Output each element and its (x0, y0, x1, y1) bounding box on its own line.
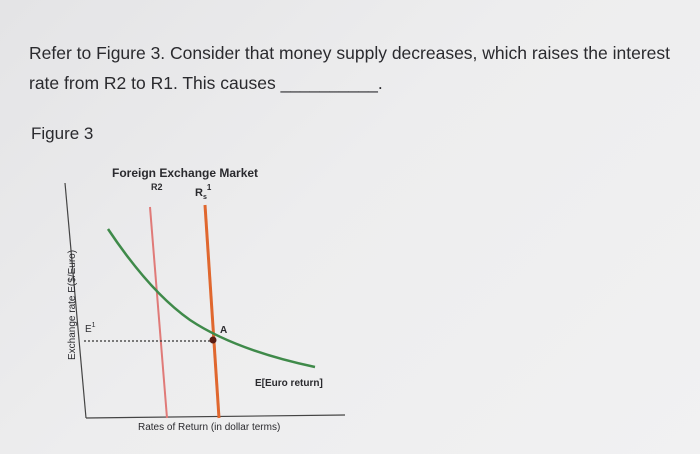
r2-line (149, 206, 168, 419)
curve-label: E[Euro return] (255, 378, 323, 389)
figure-label: Figure 3 (31, 124, 94, 143)
r1-label: Rs1 (195, 183, 212, 201)
r2-label: R2 (151, 182, 163, 192)
diagram-title: Foreign Exchange Market (112, 166, 258, 180)
x-axis-label: Rates of Return (in dollar terms) (138, 422, 280, 433)
point-a-label: A (220, 325, 227, 336)
x-axis (85, 414, 346, 419)
e1-label: E1 (85, 322, 96, 335)
question-line-1: Refer to Figure 3. Consider that money s… (29, 43, 671, 63)
y-axis-label: Exchange rate E($/Euro) (67, 250, 78, 360)
euro-return-curve (106, 228, 316, 369)
r1-line (203, 204, 221, 419)
question-line-2: rate from R2 to R1. This causes ________… (29, 73, 383, 93)
y-axis (64, 182, 87, 419)
equilibrium-point-a (209, 336, 217, 344)
